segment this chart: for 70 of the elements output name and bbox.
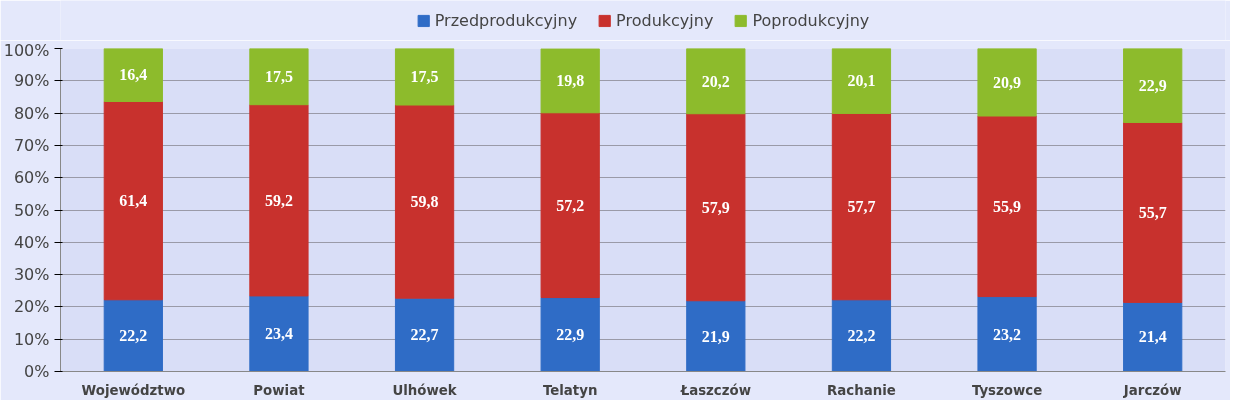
legend-label: Produkcyjny [616,10,714,30]
text: 23,4 [264,325,293,343]
text: 17,5 [264,67,293,85]
y-tick-label: 0% [24,362,50,381]
y-tick-label: 20% [13,297,50,317]
x-tick-label: Województwo [81,382,186,398]
bar [977,48,1037,117]
bar [1123,121,1183,303]
bar [1123,48,1183,123]
bar [540,297,600,372]
text: 55,9 [993,197,1022,215]
bar [1123,301,1183,372]
text: 59,8 [410,193,439,211]
bar [394,48,455,106]
y-tick-label: 40% [13,232,50,252]
text: 21,4 [1138,328,1167,346]
bar [540,48,600,114]
text: 22,7 [410,326,439,344]
x-tick-label: Jarczów [1122,382,1182,398]
bar [249,48,309,106]
x-tick-label: Tyszowce [971,382,1043,398]
text: 22,2 [847,327,876,345]
legend-label: Poprodukcyjny [752,10,870,30]
bar [686,300,746,372]
bar [831,48,892,114]
text: 22,9 [556,326,585,344]
legend-label: Przedprodukcyjny [434,10,578,30]
bar [977,115,1037,298]
bar [686,48,746,115]
bar [103,299,163,372]
text: 57,9 [701,198,730,216]
x-tick-label: Łaszczów [679,382,751,398]
x-tick-label: Powiat [253,382,306,398]
x-tick-label: Rachanie [827,382,896,398]
text: 59,2 [264,191,293,209]
text: 23,2 [993,325,1022,343]
y-tick-label: 60% [13,168,50,188]
bar [394,104,455,299]
bar [977,296,1037,372]
text: 61,4 [119,192,148,210]
bar [831,299,892,372]
y-tick-label: 10% [13,329,50,349]
bar [103,100,163,301]
text: 55,7 [1138,203,1167,221]
bar [249,295,309,372]
x-tick-label: Ulhówek [392,382,458,398]
bar [394,297,455,372]
text: 22,9 [1138,76,1167,94]
y-tick-label: 50% [13,200,50,220]
bar [540,112,600,299]
text: 57,2 [556,196,585,214]
y-tick-label: 30% [13,265,50,285]
y-tick-label: 70% [13,135,50,155]
text: 22,2 [119,327,148,345]
text: 19,8 [556,72,585,90]
y-tick-label: 100% [3,40,50,60]
y-tick-label: 90% [13,71,50,91]
text: 20,9 [993,73,1022,91]
y-tick-label: 80% [13,103,50,123]
text: 20,1 [847,72,876,90]
bar [686,113,746,302]
text: 20,2 [701,72,730,90]
text: 17,5 [410,68,439,86]
text: 21,9 [701,327,730,345]
text: 57,7 [847,198,876,216]
text: 16,4 [119,66,148,84]
x-tick-label: Telatyn [542,382,598,398]
bar [103,48,163,102]
bar [249,104,309,297]
bar [831,112,892,301]
